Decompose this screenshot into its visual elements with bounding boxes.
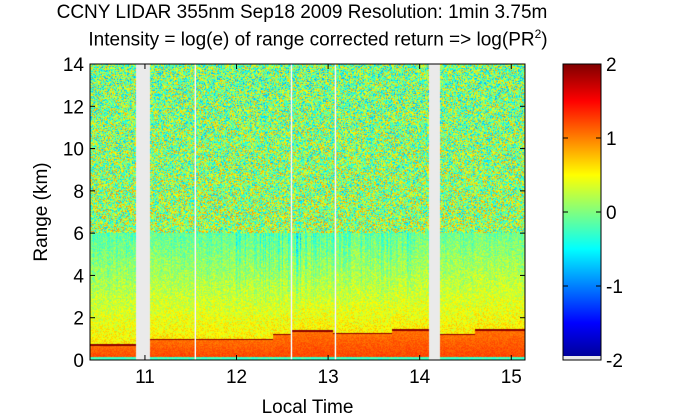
colorbar-tick-label: -2 <box>606 351 623 372</box>
colorbar <box>563 64 601 360</box>
y-tick-label: 8 <box>73 182 84 203</box>
x-tick-label: 13 <box>318 367 339 388</box>
subtitle-text: Intensity = log(e) of range corrected re… <box>88 29 535 51</box>
x-axis-label: Local Time <box>262 397 354 418</box>
x-tick-label: 12 <box>226 367 247 388</box>
y-axis: 0 2 4 6 8 10 12 14 <box>63 55 525 372</box>
colorbar-tick-label: -1 <box>606 277 623 298</box>
y-tick-label: 2 <box>73 309 84 330</box>
lidar-heatmap <box>90 64 525 360</box>
colorbar-ticks: -2 -1 0 1 2 <box>563 55 623 372</box>
plot-frame <box>89 63 526 361</box>
subtitle-suffix: ) <box>541 29 548 51</box>
heatmap-overlay <box>194 64 337 360</box>
x-axis: 11 12 13 14 15 <box>135 64 522 388</box>
colorbar-bottom-band <box>563 356 601 360</box>
chart-title: CCNY LIDAR 355nm Sep18 2009 Resolution: … <box>56 2 548 23</box>
colorbar-tick-label: 2 <box>606 55 617 76</box>
y-tick-label: 6 <box>73 224 84 245</box>
y-tick-label: 14 <box>63 55 85 76</box>
y-tick-label: 12 <box>63 97 84 118</box>
heatmap-raster <box>90 64 525 360</box>
subtitle-superscript: 2 <box>534 27 542 41</box>
y-tick-label: 0 <box>73 351 84 372</box>
x-tick-label: 14 <box>409 367 431 388</box>
y-axis-label: Range (km) <box>31 162 52 261</box>
colorbar-tick-label: 1 <box>606 129 617 150</box>
y-tick-label: 10 <box>63 140 84 161</box>
chart-subtitle: Intensity = log(e) of range corrected re… <box>8 27 628 51</box>
y-tick-label: 4 <box>73 266 84 287</box>
x-tick-label: 11 <box>135 367 155 388</box>
x-tick-label: 15 <box>501 367 522 388</box>
colorbar-tick-label: 0 <box>606 203 617 224</box>
